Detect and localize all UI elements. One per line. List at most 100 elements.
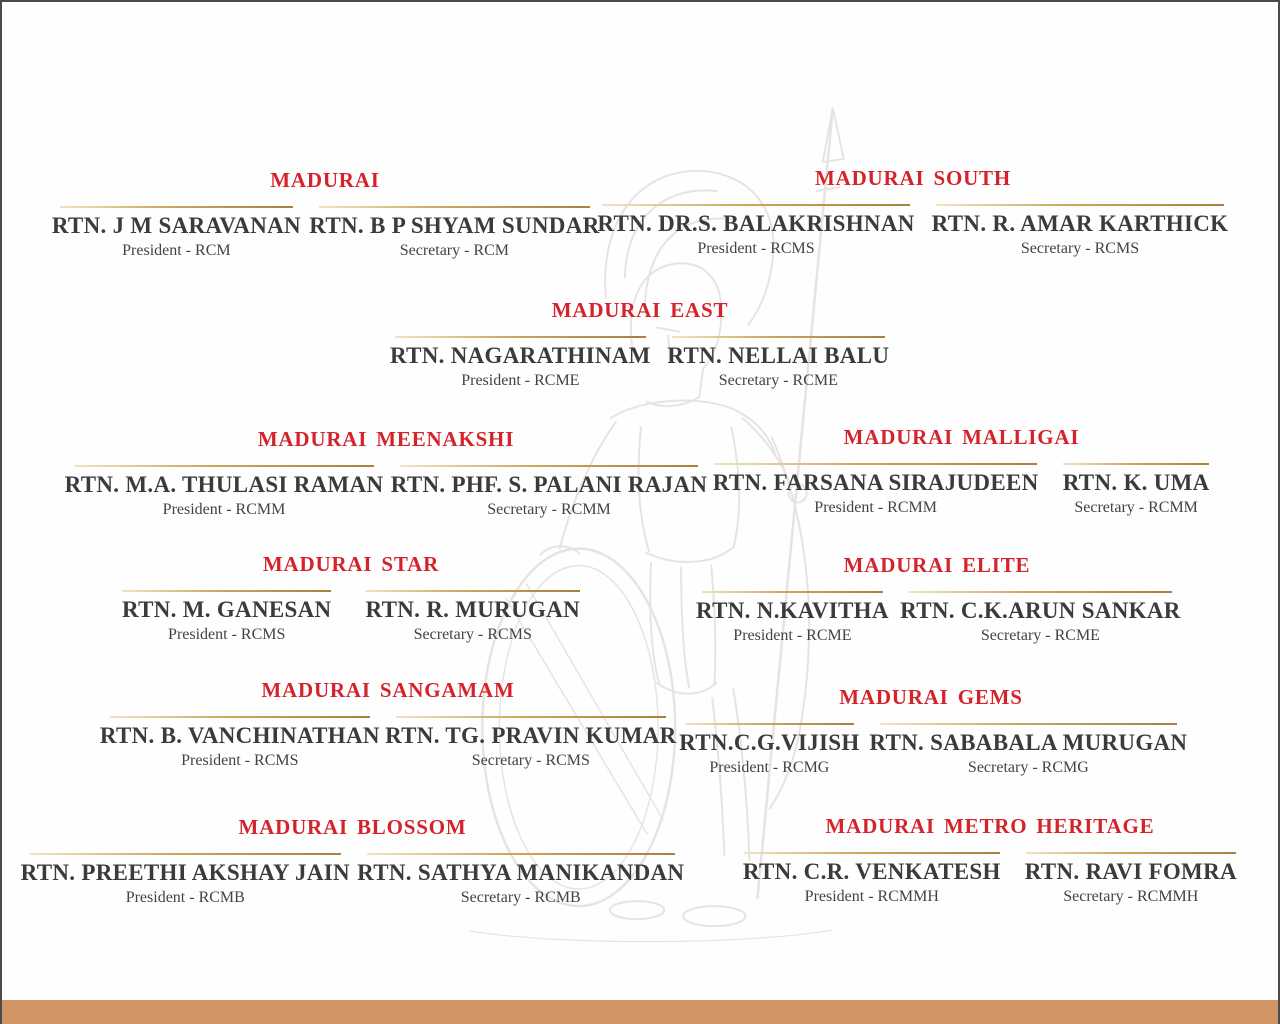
gold-divider — [714, 463, 1038, 465]
club-title: MADURAI METRO HERITAGE — [825, 814, 1155, 838]
member-role: President - RCMG — [709, 759, 830, 776]
club-section-madurai-south: MADURAI SOUTH RTN. DR.S. BALAKRISHNAN Pr… — [597, 166, 1228, 258]
president-block: RTN. J M SARAVANAN President - RCM — [52, 206, 301, 260]
club-section-madurai-east: MADURAI EAST RTN. NAGARATHINAM President… — [390, 298, 889, 390]
member-name: RTN. M. GANESAN — [122, 597, 332, 622]
member-name: RTN. RAVI FOMRA — [1024, 859, 1237, 884]
secretary-block: RTN. TG. PRAVIN KUMAR Secretary - RCMS — [385, 716, 676, 770]
club-title: MADURAI STAR — [262, 552, 440, 576]
member-role: Secretary - RCMS — [1020, 240, 1140, 257]
gold-divider — [122, 590, 332, 592]
member-name: RTN. M.A. THULASI RAMAN — [64, 472, 384, 497]
gold-divider — [60, 206, 293, 208]
president-block: RTN. B. VANCHINATHAN President - RCMS — [100, 716, 380, 770]
member-name: RTN. J M SARAVANAN — [51, 213, 301, 238]
member-name: RTN. NELLAI BALU — [667, 343, 890, 368]
gold-divider — [908, 591, 1172, 593]
member-role: Secretary - RCMM — [1074, 499, 1198, 516]
gold-divider — [74, 465, 375, 467]
club-section-madurai-elite: MADURAI ELITE RTN. N.KAVITHA President -… — [696, 553, 1180, 645]
member-role: Secretary - RCME — [980, 627, 1100, 644]
secretary-block: RTN. C.K.ARUN SANKAR Secretary - RCME — [900, 591, 1180, 645]
club-section-madurai-gems: MADURAI GEMS RTN.C.G.VIJISH President - … — [679, 685, 1187, 777]
club-section-madurai-malligai: MADURAI MALLIGAI RTN. FARSANA SIRAJUDEEN… — [713, 425, 1210, 517]
gold-divider — [395, 716, 666, 718]
club-section-madurai-sangamam: MADURAI SANGAMAM RTN. B. VANCHINATHAN Pr… — [100, 678, 676, 770]
club-title: MADURAI — [270, 168, 380, 192]
member-role: President - RCMS — [697, 240, 815, 257]
member-role: President - RCME — [461, 372, 580, 389]
member-role: Secretary - RCM — [399, 242, 510, 259]
president-block: RTN. N.KAVITHA President - RCME — [696, 591, 888, 645]
president-block: RTN. PREETHI AKSHAY JAIN President - RCM… — [21, 853, 350, 907]
president-block: RTN. C.R. VENKATESH President - RCMMH — [742, 852, 1001, 906]
gold-divider — [400, 465, 698, 467]
gold-divider — [366, 853, 675, 855]
member-role: President - RCMS — [168, 626, 286, 643]
member-role: Secretary - RCMMH — [1063, 888, 1199, 905]
gold-divider — [395, 336, 646, 338]
secretary-block: RTN. SABABALA MURUGAN Secretary - RCMG — [869, 723, 1187, 777]
member-name: RTN. C.K.ARUN SANKAR — [900, 598, 1181, 623]
club-section-madurai: MADURAI RTN. J M SARAVANAN President - R… — [52, 168, 599, 260]
member-role: President - RCMB — [125, 889, 245, 906]
member-name: RTN. TG. PRAVIN KUMAR — [385, 723, 677, 748]
member-name: RTN. B P SHYAM SUNDAR — [309, 213, 600, 238]
gold-divider — [110, 716, 370, 718]
member-name: RTN. K. UMA — [1062, 470, 1210, 495]
footer-accent-bar — [2, 1000, 1278, 1024]
gold-divider — [365, 590, 580, 592]
gold-divider — [30, 853, 341, 855]
member-name: RTN. R. MURUGAN — [365, 597, 580, 622]
gold-divider — [602, 204, 910, 206]
member-role: President - RCMM — [162, 501, 286, 518]
member-role: Secretary - RCMG — [967, 759, 1089, 776]
president-block: RTN.C.G.VIJISH President - RCMG — [679, 723, 859, 777]
club-title: MADURAI SOUTH — [815, 166, 1011, 190]
gold-divider — [318, 206, 590, 208]
member-name: RTN. N.KAVITHA — [696, 598, 889, 623]
gold-divider — [702, 591, 883, 593]
member-role: President - RCMMH — [804, 888, 939, 905]
member-name: RTN. NAGARATHINAM — [389, 343, 651, 368]
club-section-madurai-metro-heritage: MADURAI METRO HERITAGE RTN. C.R. VENKATE… — [742, 814, 1237, 906]
club-section-madurai-star: MADURAI STAR RTN. M. GANESAN President -… — [122, 552, 580, 644]
club-title: MADURAI SANGAMAM — [261, 678, 515, 702]
club-title: MADURAI MEENAKSHI — [257, 427, 515, 451]
gold-divider — [1025, 852, 1236, 854]
member-role: President - RCME — [733, 627, 852, 644]
gold-divider — [879, 723, 1177, 725]
gold-divider — [671, 336, 885, 338]
club-title: MADURAI EAST — [551, 298, 729, 322]
club-section-madurai-blossom: MADURAI BLOSSOM RTN. PREETHI AKSHAY JAIN… — [21, 815, 684, 907]
member-name: RTN. PREETHI AKSHAY JAIN — [20, 860, 350, 885]
secretary-block: RTN. SATHYA MANIKANDAN Secretary - RCMB — [357, 853, 684, 907]
president-block: RTN. FARSANA SIRAJUDEEN President - RCMM — [713, 463, 1038, 517]
member-name: RTN. DR.S. BALAKRISHNAN — [597, 211, 915, 236]
member-name: RTN. PHF. S. PALANI RAJAN — [390, 472, 708, 497]
member-name: RTN. SABABALA MURUGAN — [869, 730, 1188, 755]
club-title: MADURAI GEMS — [839, 685, 1023, 709]
secretary-block: RTN. PHF. S. PALANI RAJAN Secretary - RC… — [391, 465, 707, 519]
member-role: Secretary - RCMS — [413, 626, 532, 643]
secretary-block: RTN. RAVI FOMRA Secretary - RCMMH — [1024, 852, 1237, 906]
club-title: MADURAI ELITE — [843, 553, 1031, 577]
president-block: RTN. M.A. THULASI RAMAN President - RCMM — [65, 465, 383, 519]
president-block: RTN. NAGARATHINAM President - RCME — [390, 336, 650, 390]
member-role: Secretary - RCMB — [460, 889, 581, 906]
member-name: RTN. C.R. VENKATESH — [742, 859, 1001, 884]
member-name: RTN. SATHYA MANIKANDAN — [357, 860, 685, 885]
member-role: Secretary - RCMM — [487, 501, 611, 518]
member-role: Secretary - RCMS — [471, 752, 590, 769]
member-name: RTN. R. AMAR KARTHICK — [931, 211, 1229, 236]
secretary-block: RTN. K. UMA Secretary - RCMM — [1063, 463, 1209, 517]
club-section-madurai-meenakshi: MADURAI MEENAKSHI RTN. M.A. THULASI RAMA… — [65, 427, 707, 519]
club-title: MADURAI BLOSSOM — [238, 815, 467, 839]
club-title: MADURAI MALLIGAI — [843, 425, 1080, 449]
president-block: RTN. M. GANESAN President - RCMS — [122, 590, 332, 644]
gold-divider — [685, 723, 854, 725]
member-role: President - RCMS — [181, 752, 299, 769]
member-name: RTN. B. VANCHINATHAN — [99, 723, 380, 748]
secretary-block: RTN. B P SHYAM SUNDAR Secretary - RCM — [309, 206, 599, 260]
